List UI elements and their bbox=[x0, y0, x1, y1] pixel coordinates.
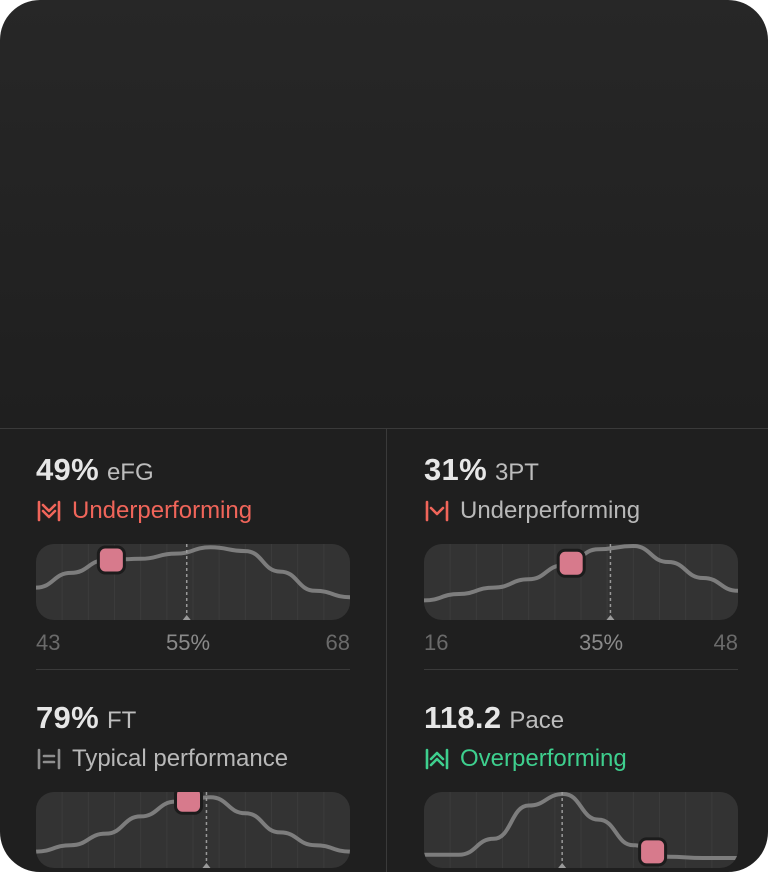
metric-name: Pace bbox=[509, 707, 565, 734]
metric-header: 31% 3PT bbox=[424, 452, 539, 488]
average-marker-triangle bbox=[606, 615, 615, 620]
scale-max-label: 48 bbox=[713, 630, 738, 655]
metric-header: 79% FT bbox=[36, 700, 136, 736]
distribution-curve bbox=[424, 792, 738, 860]
horizontal-divider bbox=[0, 428, 768, 429]
distribution-chart bbox=[424, 544, 738, 620]
distribution-chart bbox=[36, 792, 350, 868]
average-marker-triangle bbox=[182, 615, 191, 620]
scale-average-label: 35% bbox=[578, 630, 624, 655]
scale-min-label: 43 bbox=[36, 630, 61, 655]
scale-min-label: 16 bbox=[424, 630, 449, 655]
typical-performance-icon bbox=[37, 748, 61, 770]
vertical-divider bbox=[386, 429, 387, 872]
distribution-chart bbox=[424, 792, 738, 868]
player-value-marker bbox=[174, 792, 204, 815]
player-value-marker bbox=[556, 548, 586, 578]
status-row: Underperforming bbox=[36, 496, 252, 526]
status-label: Underperforming bbox=[72, 497, 253, 524]
metric-value: 118.2 bbox=[424, 700, 502, 735]
scale-labels: 16 35% 48 bbox=[424, 630, 738, 658]
status-row: Overperforming bbox=[424, 744, 627, 774]
status-label: Underperforming bbox=[460, 497, 641, 524]
player-value-marker bbox=[638, 837, 668, 867]
metric-name: eFG bbox=[106, 459, 154, 486]
status-label: Overperforming bbox=[460, 745, 627, 772]
player-value-marker bbox=[96, 545, 126, 575]
average-marker-triangle bbox=[202, 863, 211, 868]
scale-average-label: 55% bbox=[165, 630, 211, 655]
empty-header-area bbox=[0, 0, 768, 429]
row-divider bbox=[36, 669, 350, 670]
metric-name: 3PT bbox=[494, 459, 539, 486]
status-row: Typical performance bbox=[36, 744, 288, 774]
overperforming-icon bbox=[425, 748, 449, 770]
metric-header: 118.2 Pace bbox=[424, 700, 564, 736]
scale-labels: 43 55% 68 bbox=[36, 630, 350, 658]
metric-header: 49% eFG bbox=[36, 452, 154, 488]
underperforming-icon bbox=[425, 500, 449, 522]
distribution-chart bbox=[36, 544, 350, 620]
distribution-curve bbox=[36, 545, 350, 600]
metric-value: 79% bbox=[36, 700, 99, 735]
metric-value: 49% bbox=[36, 452, 99, 487]
underperforming-strong-icon bbox=[37, 500, 61, 522]
status-label: Typical performance bbox=[72, 745, 289, 772]
average-marker-triangle bbox=[558, 863, 567, 868]
status-row: Underperforming bbox=[424, 496, 640, 526]
metric-value: 31% bbox=[424, 452, 487, 487]
scale-max-label: 68 bbox=[325, 630, 350, 655]
metric-name: FT bbox=[106, 707, 137, 734]
row-divider bbox=[424, 669, 738, 670]
